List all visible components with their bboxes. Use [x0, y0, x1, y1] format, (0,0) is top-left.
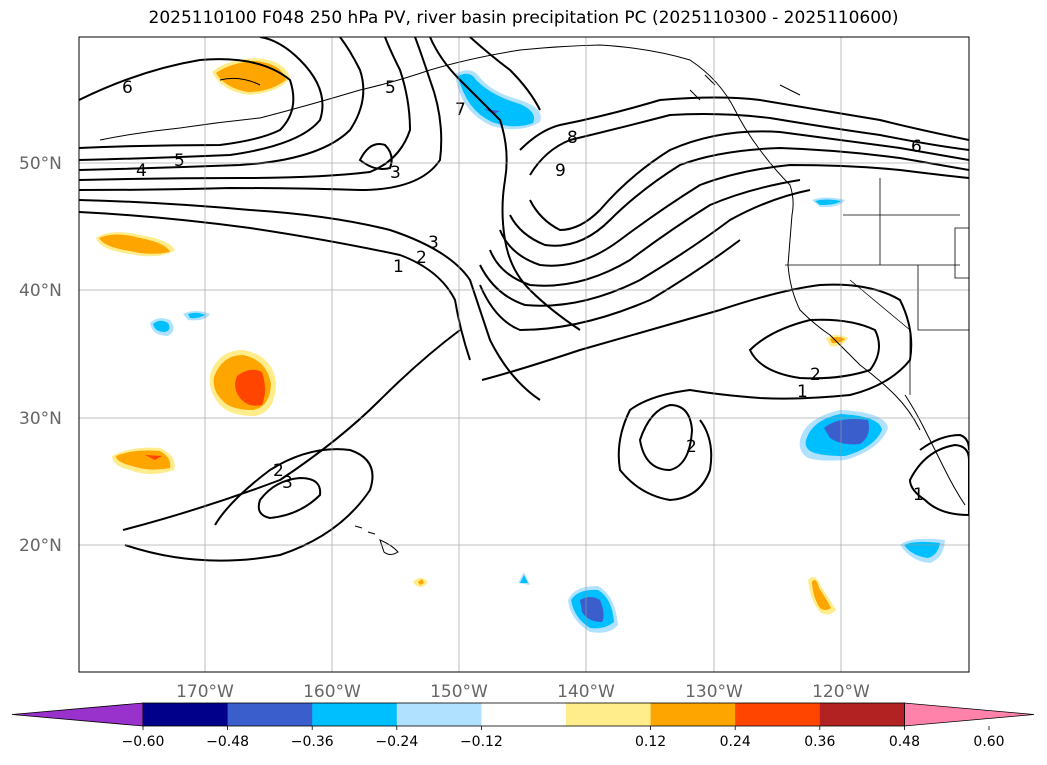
colorbar-tick-label: −0.48 — [206, 734, 249, 750]
lon-label: 130°W — [685, 682, 743, 702]
lat-label: 50°N — [19, 154, 62, 174]
colorbar-frame — [142, 702, 905, 727]
contour-label: 2 — [416, 248, 427, 268]
colorbar-extend-high — [904, 702, 1035, 727]
contour-label: 6 — [122, 78, 133, 98]
longitude-labels: 170°W 160°W 150°W 140°W 130°W 120°W — [176, 682, 870, 702]
contour-label: 2 — [810, 365, 821, 385]
colorbar-tick-label: −0.12 — [460, 734, 503, 750]
contour-label: 6 — [911, 137, 922, 157]
colorbar-segment — [819, 703, 905, 726]
contour-label: 3 — [428, 233, 439, 253]
contour-label: 4 — [136, 161, 147, 181]
contour-label: 2 — [686, 437, 697, 457]
colorbar-segment — [312, 703, 398, 726]
map-frame — [78, 36, 970, 673]
lat-label: 30°N — [19, 409, 62, 429]
lon-label: 150°W — [430, 682, 488, 702]
lat-label: 20°N — [19, 536, 62, 556]
contour-label: 7 — [455, 100, 466, 120]
contour-label: 9 — [555, 161, 566, 181]
contour-labels: 6 5 4 5 7 8 9 3 3 2 1 6 2 1 2 2 3 1 — [122, 78, 924, 505]
precip-shading — [96, 58, 945, 633]
colorbar-segment — [396, 703, 482, 726]
colorbar-tick-label: −0.60 — [122, 734, 165, 750]
colorbar-tick-label: 0.12 — [635, 734, 666, 750]
lat-label: 40°N — [19, 281, 62, 301]
colorbar-segment — [566, 703, 652, 726]
colorbar-extend-low — [11, 702, 144, 727]
colorbar-tick-label: 0.24 — [720, 734, 751, 750]
colorbar-tick-label: −0.36 — [291, 734, 334, 750]
contour-label: 2 — [273, 461, 284, 481]
lon-label: 120°W — [812, 682, 870, 702]
colorbar-segment — [481, 703, 567, 726]
gridlines — [79, 37, 969, 672]
colorbar: −0.60 −0.48 −0.36 −0.24 −0.12 0.12 0.24 0.36 0.4… — [11, 702, 1035, 750]
lon-label: 170°W — [176, 682, 234, 702]
contour-label: 3 — [390, 163, 401, 183]
colorbar-tick-label: −0.24 — [375, 734, 418, 750]
contour-label: 8 — [567, 128, 578, 148]
latitude-labels: 50°N 40°N 30°N 20°N — [19, 154, 62, 556]
contour-label: 1 — [797, 382, 808, 402]
colorbar-segment — [227, 703, 313, 726]
colorbar-tick-label: 0.48 — [889, 734, 920, 750]
colorbar-segment — [650, 703, 736, 726]
lon-label: 140°W — [557, 682, 615, 702]
colorbar-tick-label: 0.60 — [973, 734, 1004, 750]
contour-label: 3 — [282, 473, 293, 493]
contour-label: 1 — [913, 485, 924, 505]
colorbar-segment — [735, 703, 821, 726]
colorbar-segment — [143, 703, 229, 726]
lon-label: 160°W — [303, 682, 361, 702]
pv-contours — [79, 37, 969, 562]
map-title: 2025110100 F048 250 hPa PV, river basin … — [148, 8, 899, 28]
contour-label: 5 — [385, 78, 396, 98]
contour-label: 1 — [393, 257, 404, 277]
contour-label: 5 — [174, 151, 185, 171]
colorbar-tick-label: 0.36 — [804, 734, 835, 750]
